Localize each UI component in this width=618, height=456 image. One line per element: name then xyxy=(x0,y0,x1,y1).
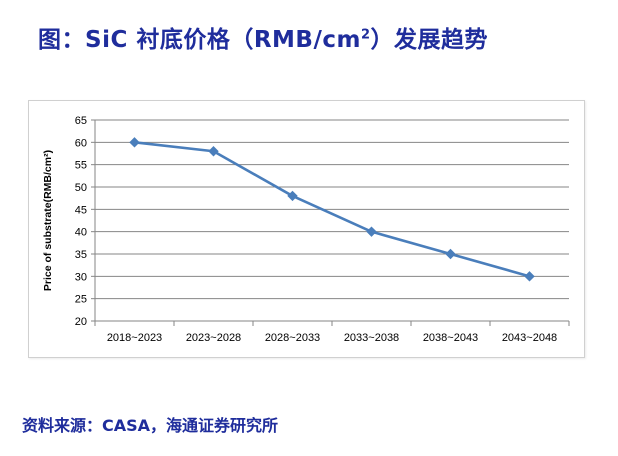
data-point-marker xyxy=(129,137,140,148)
data-point-marker xyxy=(524,271,535,282)
title-superscript: 2 xyxy=(360,27,371,43)
page-title: 图：SiC 衬底价格（RMB/cm2）发展趋势 xyxy=(38,20,488,54)
title-end: ）发展趋势 xyxy=(370,27,489,53)
y-tick-label: 35 xyxy=(75,249,87,261)
x-tick-label: 2018~2023 xyxy=(107,332,162,344)
x-tick-label: 2038~2043 xyxy=(423,332,478,344)
chart-frame: 20 25 30 35 40 45 50 55 60 65 2018~2023 2023~2028 20… xyxy=(28,100,585,358)
source-note: 资料来源：CASA，海通证券研究所 xyxy=(22,416,279,435)
y-axis-label: Price of substrate(RMB/cm²) xyxy=(42,150,54,291)
x-tick-label: 2043~2048 xyxy=(502,332,557,344)
y-tick-label: 50 xyxy=(75,182,87,194)
title-main: 图：SiC 衬底价格（RMB/cm xyxy=(38,27,361,53)
data-point-marker xyxy=(287,190,298,202)
line-chart: 20 25 30 35 40 45 50 55 60 65 2018~2023 2023~2028 20… xyxy=(42,115,570,344)
x-tick-label: 2023~2028 xyxy=(186,332,241,344)
y-tick-label: 65 xyxy=(75,115,87,127)
x-tick-label: 2033~2038 xyxy=(344,332,399,344)
y-tick-label: 60 xyxy=(75,137,87,149)
y-tick-label: 30 xyxy=(75,271,87,283)
x-tick-label: 2028~2033 xyxy=(265,332,320,344)
y-tick-label: 45 xyxy=(75,204,87,216)
y-tick-label: 55 xyxy=(75,160,87,172)
y-tick-label: 25 xyxy=(75,294,87,306)
y-tick-label: 20 xyxy=(75,316,87,328)
series-line xyxy=(134,141,530,278)
data-point-marker xyxy=(208,146,219,157)
data-point-marker xyxy=(366,226,377,237)
y-tick-label: 40 xyxy=(75,227,87,239)
data-point-marker xyxy=(445,248,456,260)
